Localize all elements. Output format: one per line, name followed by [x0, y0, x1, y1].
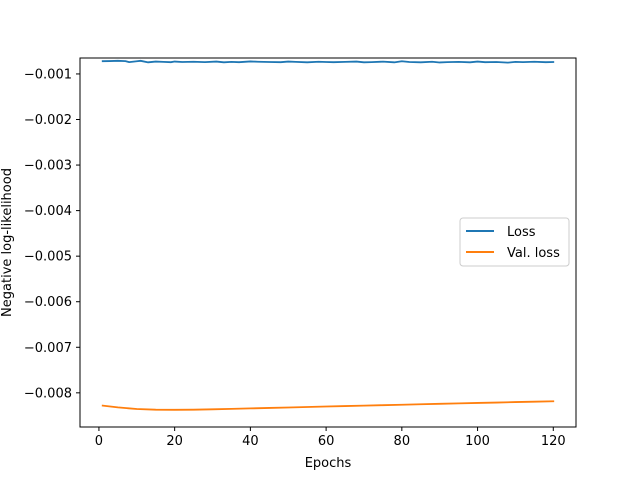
y-tick-label: −0.004 [24, 204, 72, 219]
y-axis-label: Negative log-likelihood [0, 168, 15, 317]
x-tick-label: 60 [318, 434, 335, 449]
legend-label-loss: Loss [507, 225, 536, 240]
x-axis-ticks: 0 20 40 60 80 100 120 [95, 427, 566, 449]
series-line-loss [101, 59, 555, 64]
y-axis-ticks: −0.008 −0.007 −0.006 −0.005 −0.004 −0.003 −0.0… [24, 67, 80, 401]
x-tick-label: 40 [242, 434, 259, 449]
y-tick-label: −0.003 [24, 159, 72, 174]
legend: Loss Val. loss [459, 217, 570, 267]
x-tick-label: 80 [394, 434, 411, 449]
x-tick-label: 0 [95, 434, 103, 449]
y-tick-label: −0.001 [24, 67, 72, 82]
y-tick-label: −0.005 [24, 250, 72, 265]
x-tick-label: 120 [541, 434, 566, 449]
x-tick-label: 20 [166, 434, 183, 449]
x-axis-label: Epochs [305, 456, 352, 471]
legend-label-val-loss: Val. loss [507, 246, 560, 261]
y-tick-label: −0.008 [24, 386, 72, 401]
y-tick-label: −0.007 [24, 341, 72, 356]
series-line-val-loss [101, 400, 555, 411]
y-tick-label: −0.002 [24, 113, 72, 128]
plot-area-frame [79, 57, 577, 428]
x-tick-label: 100 [465, 434, 490, 449]
series-layer [101, 59, 555, 411]
y-tick-label: −0.006 [24, 295, 72, 310]
